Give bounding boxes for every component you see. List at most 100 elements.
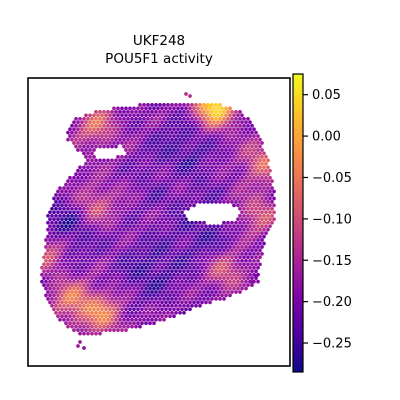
tissue-spot — [174, 116, 178, 121]
tissue-spot — [112, 314, 116, 319]
tissue-spot — [78, 297, 82, 301]
tissue-spot — [88, 196, 92, 201]
tissue-spot — [82, 303, 86, 308]
tissue-spot — [154, 255, 158, 260]
tissue-spot — [54, 213, 58, 218]
tissue-spot — [54, 297, 58, 301]
tissue-spot — [116, 245, 120, 249]
tissue-spot — [100, 321, 104, 326]
tissue-spot — [232, 279, 236, 284]
tissue-spot — [140, 134, 144, 138]
tissue-spot — [86, 137, 90, 142]
tissue-spot — [86, 186, 90, 190]
tissue-spot — [206, 283, 210, 287]
tissue-spot — [156, 210, 160, 215]
tissue-spot — [136, 252, 140, 256]
tissue-spot — [100, 245, 104, 249]
tissue-spot — [246, 123, 250, 128]
tissue-spot — [78, 123, 82, 128]
tissue-spot — [232, 203, 236, 208]
tissue-spot — [76, 328, 80, 332]
tissue-spot — [266, 193, 270, 197]
tissue-spot — [118, 220, 122, 225]
tissue-spot — [162, 310, 166, 315]
tissue-spot — [244, 272, 248, 277]
tissue-spot — [206, 269, 210, 274]
tissue-spot — [196, 127, 200, 132]
tissue-spot — [74, 283, 78, 287]
tissue-spot — [158, 137, 162, 142]
tissue-spot — [166, 186, 170, 190]
tissue-spot — [180, 148, 184, 152]
tissue-spot — [250, 280, 254, 284]
tissue-spot — [130, 290, 134, 294]
tissue-spot — [242, 234, 246, 239]
tissue-spot — [80, 258, 84, 263]
tissue-spot — [216, 252, 220, 256]
tissue-spot — [94, 324, 98, 329]
tissue-spot — [192, 238, 196, 242]
tissue-spot — [156, 127, 160, 132]
tissue-spot — [84, 148, 88, 152]
tissue-spot — [134, 130, 138, 135]
tissue-spot — [114, 290, 118, 294]
tissue-spot — [86, 297, 90, 301]
tissue-spot — [218, 172, 222, 177]
tissue-spot — [178, 103, 182, 107]
tissue-spot — [60, 258, 64, 263]
tissue-spot — [162, 123, 166, 128]
tissue-spot — [234, 110, 238, 114]
tissue-spot — [176, 272, 180, 277]
tissue-spot — [208, 182, 212, 187]
tissue-spot — [94, 241, 98, 246]
tissue-spot — [122, 227, 126, 232]
tissue-spot — [134, 248, 138, 253]
tissue-spot — [140, 238, 144, 242]
tissue-spot — [256, 141, 260, 145]
tissue-spot — [42, 283, 46, 287]
tissue-spot — [214, 255, 218, 260]
tissue-spot — [156, 182, 160, 187]
tissue-spot — [220, 245, 224, 249]
tissue-spot — [252, 134, 256, 138]
tissue-spot — [90, 262, 94, 267]
tissue-spot — [218, 193, 222, 197]
tissue-spot — [88, 189, 92, 194]
tissue-spot — [156, 161, 160, 166]
tissue-spot — [98, 297, 102, 301]
tissue-spot — [146, 248, 150, 253]
tissue-spot — [168, 258, 172, 263]
tissue-spot — [204, 293, 208, 298]
tissue-spot — [92, 328, 96, 332]
tissue-spot — [204, 161, 208, 166]
tissue-spot — [142, 116, 146, 121]
tissue-spot — [76, 344, 80, 348]
tissue-spot — [266, 179, 270, 183]
tissue-spot — [236, 182, 240, 187]
tissue-spot — [186, 130, 190, 135]
tissue-spot — [240, 175, 244, 180]
tissue-spot — [236, 155, 240, 159]
tissue-spot — [78, 269, 82, 274]
tissue-spot — [172, 196, 176, 201]
tissue-spot — [48, 258, 52, 263]
tissue-spot — [244, 141, 248, 145]
tissue-spot — [116, 120, 120, 125]
tissue-spot — [78, 255, 82, 260]
tissue-spot — [76, 148, 80, 152]
tissue-spot — [222, 234, 226, 239]
tissue-spot — [86, 255, 90, 260]
tissue-spot — [236, 231, 240, 235]
tissue-spot — [148, 148, 152, 152]
tissue-spot — [96, 300, 100, 305]
tissue-spot — [186, 186, 190, 190]
tissue-spot — [94, 165, 98, 170]
tissue-spot — [132, 161, 136, 166]
tissue-spot — [54, 283, 58, 287]
tissue-spot — [198, 290, 202, 294]
tissue-spot — [84, 328, 88, 332]
tissue-spot — [128, 134, 132, 138]
tissue-spot — [166, 172, 170, 177]
tissue-spot — [222, 151, 226, 156]
tissue-spot — [238, 206, 242, 211]
